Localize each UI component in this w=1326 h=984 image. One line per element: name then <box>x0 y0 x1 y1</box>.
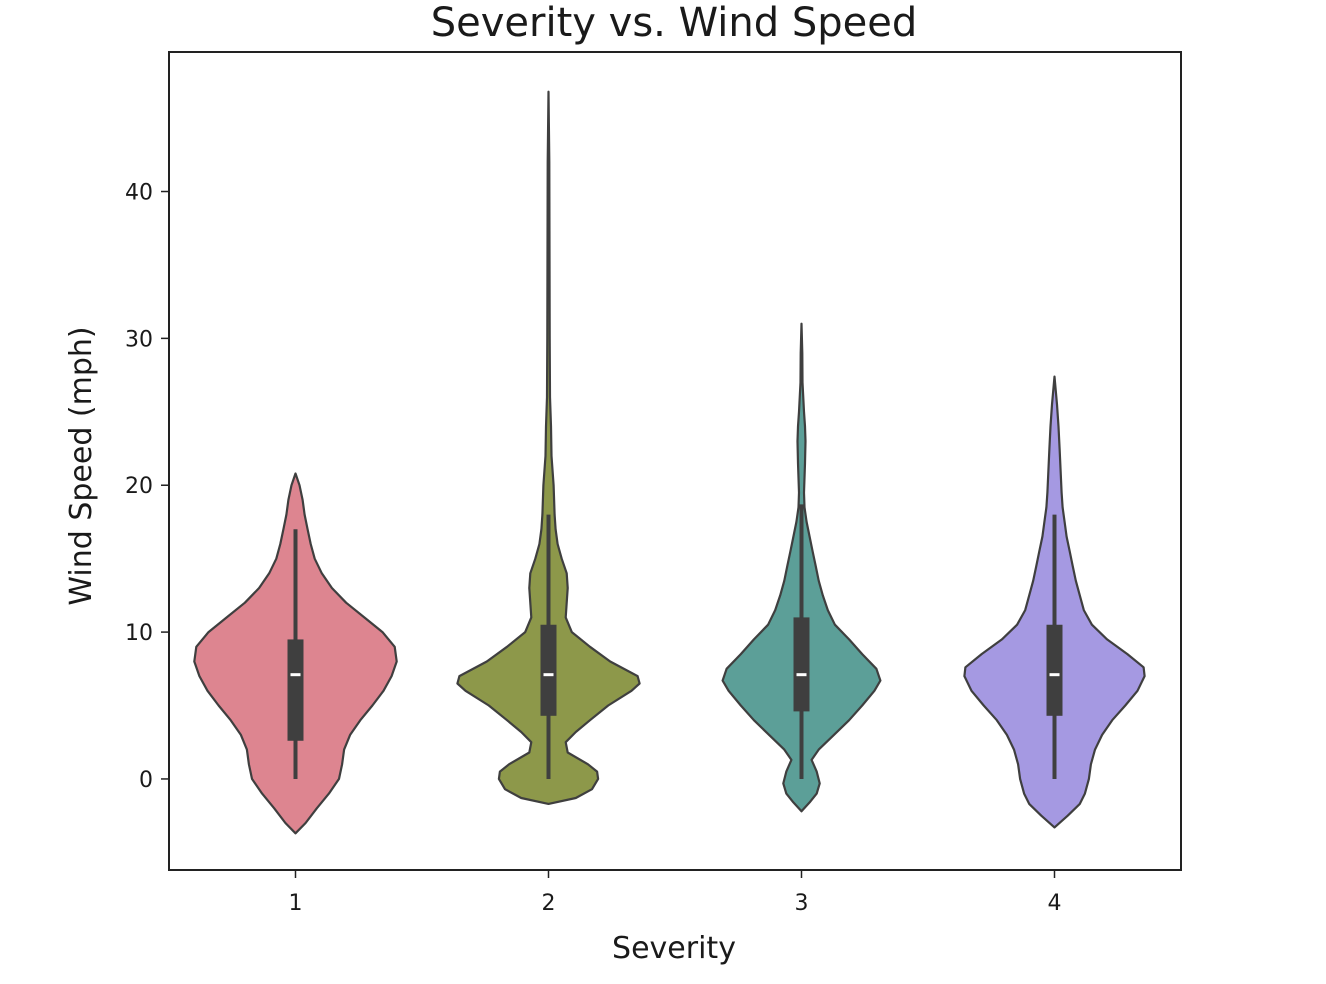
x-axis: 1 2 3 4 <box>289 870 1062 916</box>
violins-layer <box>193 90 1146 835</box>
boxes-layer <box>287 504 1063 779</box>
plot-frame <box>168 51 1182 871</box>
iqr-box-3 <box>793 617 810 712</box>
iqr-box-1 <box>287 639 304 741</box>
x-tick-label-1: 1 <box>289 891 303 916</box>
y-tick-label-0: 0 <box>139 768 153 793</box>
x-tick-label-2: 2 <box>542 891 556 916</box>
y-tick-label-10: 10 <box>125 621 153 646</box>
y-axis: 0 10 20 30 40 <box>125 181 169 793</box>
iqr-box-4 <box>1046 624 1063 716</box>
y-tick-label-30: 30 <box>125 327 153 352</box>
iqr-box-2 <box>540 624 557 716</box>
x-axis-label: Severity <box>612 931 736 966</box>
x-tick-label-3: 3 <box>795 891 809 916</box>
violin-2 <box>456 90 641 805</box>
y-tick-label-20: 20 <box>125 474 153 499</box>
y-tick-label-40: 40 <box>125 181 153 206</box>
y-axis-label: Wind Speed (mph) <box>64 326 99 605</box>
chart-title: Severity vs. Wind Speed <box>431 0 917 46</box>
x-tick-label-4: 4 <box>1048 891 1062 916</box>
